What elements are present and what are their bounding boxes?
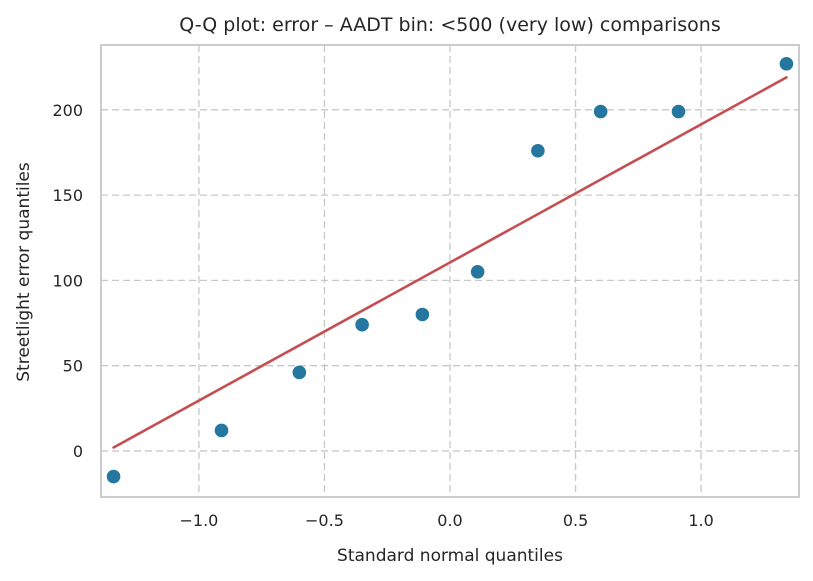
data-point (779, 56, 794, 71)
x-axis-label: Standard normal quantiles (337, 546, 563, 566)
reference-line (112, 76, 788, 449)
data-point (106, 469, 121, 484)
grid-lines (101, 45, 799, 497)
x-tick-label: 0.5 (563, 511, 588, 530)
plot-frame (100, 44, 800, 498)
x-tick-labels: −1.0 −0.5 0.0 0.5 1.0 (179, 511, 713, 530)
data-point (415, 307, 430, 322)
y-tick-label: 0 (73, 442, 83, 461)
y-axis-label: Streetlight error quantiles (14, 162, 34, 382)
y-tick-labels: 0 50 100 150 200 (52, 101, 83, 461)
x-tick-label: −0.5 (305, 511, 344, 530)
reference-line-layer (112, 76, 788, 449)
quantile-points (106, 56, 794, 484)
chart-title: Q-Q plot: error – AADT bin: <500 (very l… (179, 14, 720, 36)
data-point (292, 365, 307, 380)
data-point (671, 104, 686, 119)
data-point (470, 265, 485, 279)
y-tick-label: 100 (52, 271, 83, 290)
data-point (531, 143, 545, 158)
x-tick-label: −1.0 (179, 511, 218, 530)
x-tick-label: 0.0 (437, 511, 462, 530)
y-tick-label: 50 (63, 357, 83, 376)
data-point (593, 104, 608, 119)
data-point (214, 423, 229, 438)
data-point (355, 317, 369, 332)
y-tick-label: 150 (52, 186, 83, 205)
x-tick-label: 1.0 (688, 511, 713, 530)
y-tick-label: 200 (52, 101, 83, 120)
